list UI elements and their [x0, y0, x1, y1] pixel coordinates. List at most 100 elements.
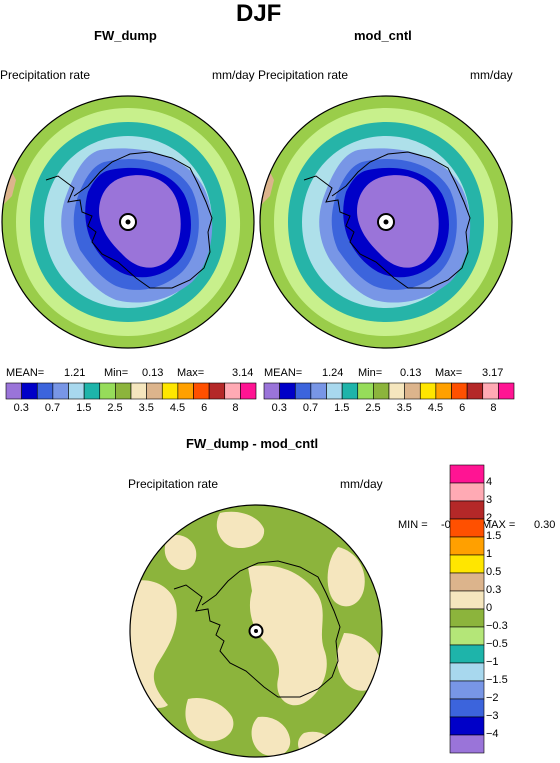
colorbar-fw-dump: 0.3 0.7 1.5 2.5 3.5 4.5 6 8 — [5, 382, 257, 417]
diff-colorbar-swatch — [449, 698, 485, 718]
polar-map-mod-cntl — [259, 95, 513, 349]
diff-colorbar-swatch — [449, 536, 485, 556]
colorbar-tick-label: 6 — [459, 402, 466, 414]
precip-contours-fw-dump — [2, 96, 254, 348]
polar-map-difference — [129, 504, 383, 758]
colorbar-swatch — [404, 382, 421, 400]
stat-min-1: 0.13 — [142, 367, 164, 379]
diff-max: 0.30 — [534, 519, 556, 531]
panel-var-label-mod-cntl: Precipitation rate — [258, 68, 349, 82]
diff-colorbar-tick-label: 1 — [486, 548, 493, 560]
diff-colorbar-tick-label: −0.5 — [486, 638, 508, 650]
colorbar-tick-label: 0.7 — [302, 402, 319, 414]
colorbar-tick-label: 6 — [201, 402, 208, 414]
colorbar-tick-label: 2.5 — [365, 402, 381, 414]
diff-colorbar-tick-label: −4 — [486, 728, 499, 740]
stat-mean-2: 1.24 — [322, 367, 344, 379]
diff-min-label: MIN = — [398, 519, 428, 531]
colorbar-mod-cntl: 0.3 0.7 1.5 2.5 3.5 4.5 6 8 — [263, 382, 515, 417]
stat-max-label-2: Max= — [435, 367, 463, 379]
colorbar-swatch — [208, 382, 226, 400]
diff-colorbar-tick-label: −1 — [486, 656, 499, 668]
colorbar-swatch — [224, 382, 241, 400]
diff-colorbar-tick-label: 0.3 — [486, 584, 502, 596]
colorbar-swatch — [21, 382, 38, 400]
diff-colorbar-swatch — [449, 554, 485, 574]
colorbar-swatch — [498, 382, 515, 400]
stat-mean-label-1: MEAN= — [6, 367, 45, 379]
colorbar-swatch — [5, 382, 22, 400]
colorbar-tick-label: 8 — [490, 402, 497, 414]
diff-colorbar-tick-label: −2 — [486, 692, 499, 704]
panel-units-mod-cntl: mm/day — [470, 68, 513, 82]
colorbar-swatch — [451, 382, 468, 400]
diff-units: mm/day — [340, 477, 383, 491]
colorbar-tick-label: 0.3 — [13, 402, 29, 414]
diff-colorbar-swatch — [449, 644, 485, 664]
colorbar-swatch — [388, 382, 405, 400]
colorbar-swatch — [130, 382, 147, 400]
diff-colorbar-swatch — [449, 626, 485, 646]
colorbar-swatch — [99, 382, 116, 400]
colorbar-swatches-1 — [5, 382, 257, 400]
colorbar-swatch — [466, 382, 484, 400]
panel-units-fw-dump: mm/day — [212, 68, 255, 82]
colorbar-swatch — [193, 382, 210, 400]
colorbar-swatch — [310, 382, 327, 400]
diff-colorbar-swatch — [449, 590, 485, 610]
stat-max-label-1: Max= — [177, 367, 205, 379]
colorbar-ticks-1: 0.3 0.7 1.5 2.5 3.5 4.5 6 8 — [6, 402, 256, 416]
colorbar-tick-label: 0.3 — [271, 402, 287, 414]
colorbar-tick-label: 2.5 — [107, 402, 123, 414]
stat-min-2: 0.13 — [400, 367, 422, 379]
diff-panel-title: FW_dump - mod_cntl — [186, 436, 319, 451]
colorbar-swatch — [341, 382, 359, 400]
colorbar-tick-label: 3.5 — [138, 402, 154, 414]
colorbar-swatch — [177, 382, 194, 400]
stat-min-label-1: Min= — [104, 367, 129, 379]
colorbar-tick-label: 8 — [232, 402, 239, 414]
page-title: DJF — [236, 0, 282, 27]
colorbar-swatch — [52, 382, 69, 400]
diff-colorbar-tick-label: −1.5 — [486, 674, 508, 686]
diff-colorbar-tick-label: 1.5 — [486, 530, 502, 542]
colorbar-swatch — [373, 382, 390, 400]
panel-var-label-fw-dump: Precipitation rate — [0, 68, 91, 82]
colorbar-swatch — [83, 382, 101, 400]
colorbar-swatch — [357, 382, 374, 400]
diff-max-label: MAX = — [482, 519, 516, 531]
colorbar-swatch — [482, 382, 499, 400]
colorbar-swatch — [68, 382, 85, 400]
diff-colorbar-tick-label: 0 — [486, 602, 493, 614]
diff-colorbar-swatch — [449, 464, 485, 484]
colorbar-tick-label: 4.5 — [427, 402, 444, 414]
diff-colorbar-swatch — [449, 482, 485, 502]
diff-colorbar-swatch — [449, 662, 485, 682]
colorbar-tick-label: 3.5 — [396, 402, 412, 414]
colorbar-swatch — [435, 382, 452, 400]
diff-colorbar-swatch — [449, 518, 485, 538]
colorbar-swatch — [146, 382, 163, 400]
colorbar-ticks-2: 0.3 0.7 1.5 2.5 3.5 4.5 6 8 — [264, 402, 514, 416]
polar-map-fw-dump — [1, 95, 255, 349]
diff-colorbar-tick-label: −3 — [486, 710, 499, 722]
diff-colorbar-tick-label: 3 — [486, 494, 493, 506]
colorbar-tick-label: 1.5 — [76, 402, 92, 414]
colorbar-swatch — [115, 382, 132, 400]
colorbar-swatch — [263, 382, 280, 400]
stat-mean-label-2: MEAN= — [264, 367, 303, 379]
diff-colorbar-swatch — [449, 716, 485, 736]
diff-colorbar-swatch — [449, 734, 485, 754]
stat-max-1: 3.14 — [232, 367, 254, 379]
colorbar-tick-label: 1.5 — [334, 402, 350, 414]
stat-min-label-2: Min= — [358, 367, 383, 379]
diff-colorbar-swatch — [449, 608, 485, 628]
diff-var-label: Precipitation rate — [128, 477, 219, 491]
stat-mean-1: 1.21 — [64, 367, 86, 379]
diff-colorbar-swatch — [449, 500, 485, 520]
diff-colorbar-tick-label: 2 — [486, 512, 493, 524]
difference-contours — [130, 505, 382, 757]
panel-title-fw-dump: FW_dump — [94, 28, 157, 43]
diff-colorbar-swatches — [449, 464, 485, 754]
diff-colorbar-ticks: 4 3 2 1.5 1 0.5 0.3 0 −0.3 −0.5 −1 −1.5 −2 −3 −4 — [486, 465, 526, 753]
